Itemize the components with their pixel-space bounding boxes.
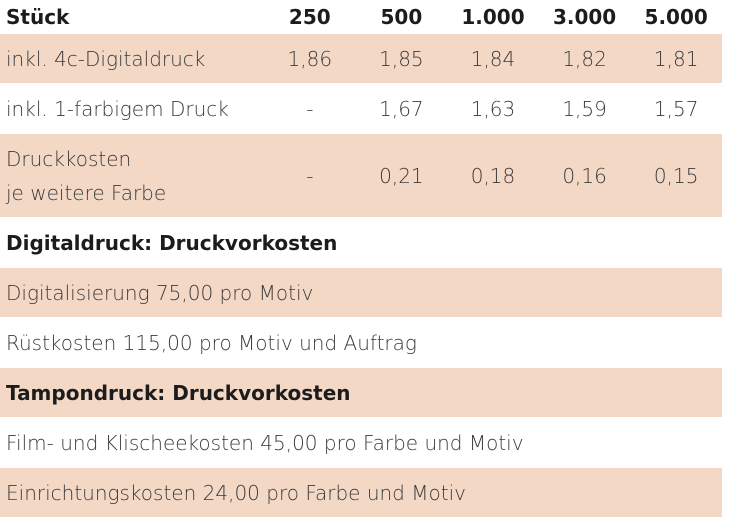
einrichtungskosten-text: Einrichtungskosten 24,00 pro Farbe und M…	[6, 480, 466, 505]
section-heading-tampondruck: Tampondruck: Druckvorkosten	[0, 368, 722, 418]
row-label: Druckkosten je weitere Farbe	[0, 142, 264, 210]
row-value: 1,63	[470, 96, 516, 121]
header-qty-250: 250	[288, 4, 331, 29]
row-value: 0,15	[653, 163, 699, 188]
row-value: 1,81	[653, 46, 699, 71]
row-label-line1: Druckkosten	[6, 146, 132, 171]
table-header-row: Stück 250 500 1.000 3.000 5.000	[0, 0, 722, 34]
row-value: 1,67	[379, 96, 424, 121]
film-klischeekosten-text: Film- und Klischeekosten 45,00 pro Farbe…	[6, 430, 524, 455]
header-qty-3000: 3.000	[552, 4, 617, 29]
table-row-1-farbig: inkl. 1-farbigem Druck - 1,67 1,63 1,59 …	[0, 84, 722, 134]
row-value: 1,82	[562, 46, 607, 71]
table-row-druckkosten: Druckkosten je weitere Farbe - 0,21 0,18…	[0, 134, 722, 218]
header-qty-5000: 5.000	[644, 4, 708, 29]
digitalisierung-text: Digitalisierung 75,00 pro Motiv	[6, 280, 314, 305]
list-item: Einrichtungskosten 24,00 pro Farbe und M…	[0, 468, 722, 518]
header-qty-500: 500	[380, 4, 423, 29]
row-label: inkl. 1-farbigem Druck	[6, 96, 229, 121]
ruestkosten-text: Rüstkosten 115,00 pro Motiv und Auftrag	[6, 330, 417, 355]
header-label-stueck: Stück	[6, 4, 70, 29]
row-value: -	[306, 163, 314, 188]
list-item: Film- und Klischeekosten 45,00 pro Farbe…	[0, 418, 722, 468]
row-value: 1,85	[379, 46, 424, 71]
price-table: Stück 250 500 1.000 3.000 5.000 inkl. 4c…	[0, 0, 722, 518]
section-heading-digitaldruck: Digitaldruck: Druckvorkosten	[0, 218, 722, 268]
section-title: Tampondruck: Druckvorkosten	[6, 380, 351, 405]
row-label: inkl. 4c-Digitaldruck	[6, 46, 206, 71]
row-value: 0,21	[379, 163, 424, 188]
row-value: 0,18	[470, 163, 516, 188]
row-value: 1,86	[287, 46, 333, 71]
row-value: 1,59	[562, 96, 607, 121]
row-value: 1,57	[653, 96, 699, 121]
table-row-4c-digitaldruck: inkl. 4c-Digitaldruck 1,86 1,85 1,84 1,8…	[0, 34, 722, 84]
row-label-line2: je weitere Farbe	[6, 180, 167, 205]
list-item: Digitalisierung 75,00 pro Motiv	[0, 268, 722, 318]
section-title: Digitaldruck: Druckvorkosten	[6, 230, 338, 255]
header-qty-1000: 1.000	[461, 4, 525, 29]
row-value: 0,16	[562, 163, 607, 188]
list-item: Rüstkosten 115,00 pro Motiv und Auftrag	[0, 318, 722, 368]
row-value: 1,84	[470, 46, 516, 71]
row-value: -	[306, 96, 314, 121]
